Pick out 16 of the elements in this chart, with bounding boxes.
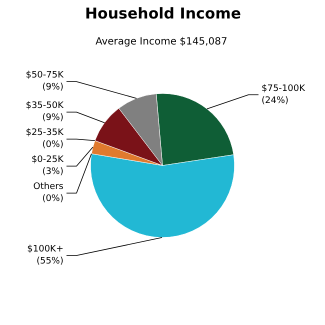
data-label: (24%) <box>262 96 289 106</box>
data-label: (9%) <box>42 113 64 124</box>
category-label: Others <box>33 182 64 192</box>
category-label: $25-35K <box>26 128 64 138</box>
data-label: (9%) <box>42 82 64 93</box>
text: (0%) <box>42 194 64 204</box>
slice-label: $50-75K <box>26 70 65 81</box>
slice-label: $35-50K <box>26 101 65 112</box>
slice-label: $75-100K <box>262 84 306 94</box>
slice-label: $0-25K <box>31 155 65 166</box>
data-label: (55%) <box>36 256 64 266</box>
chart-title: Household Income <box>85 4 241 22</box>
text: (0%) <box>42 140 64 150</box>
data-label: (3%) <box>42 167 64 178</box>
slice-label: $100K+ <box>27 244 64 254</box>
chart-subtitle: Average Income $145,087 <box>95 36 228 48</box>
